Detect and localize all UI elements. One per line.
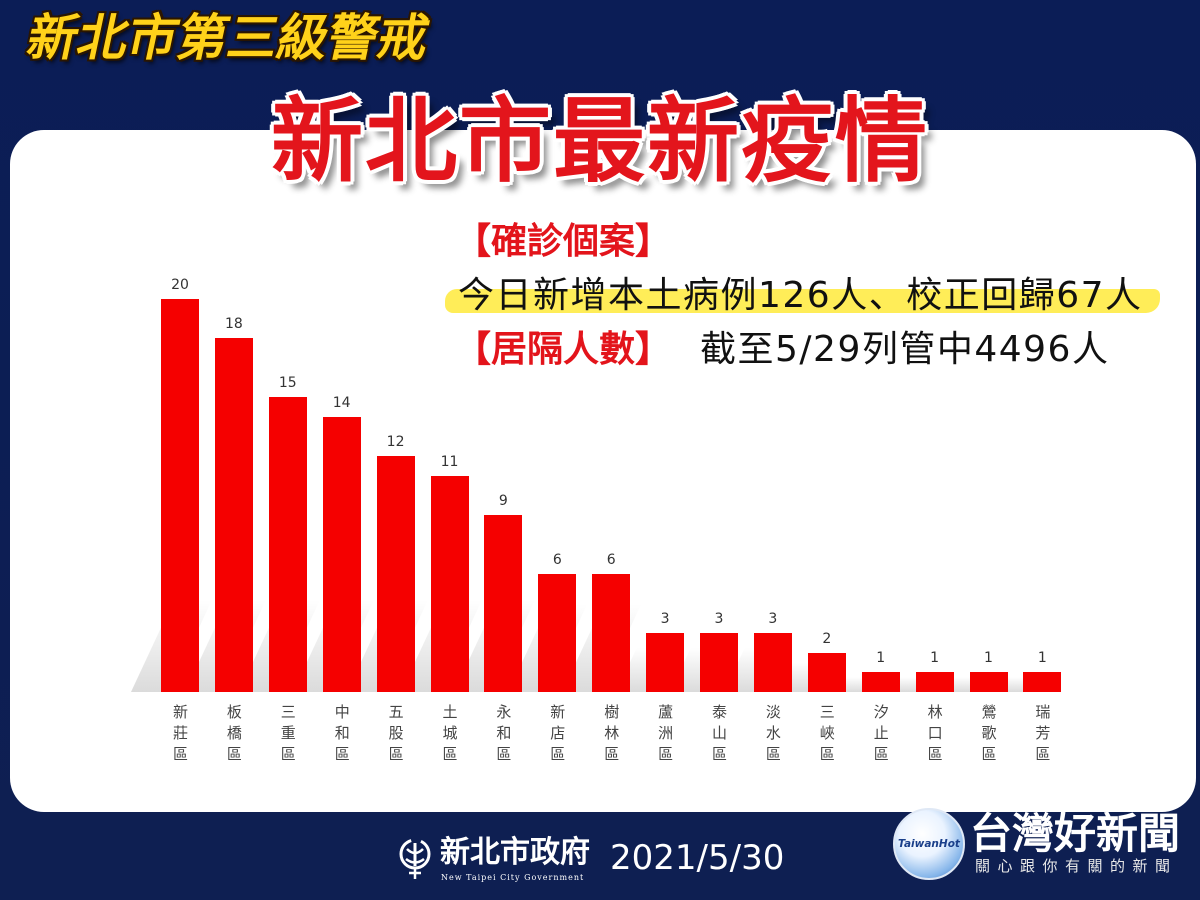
content-card <box>10 130 1196 812</box>
category-label-15: 林口區 <box>925 704 944 767</box>
bar-value-label-2: 18 <box>224 316 243 333</box>
bar-value-label-8: 6 <box>552 552 562 569</box>
bar-17 <box>1023 672 1062 692</box>
bar-11 <box>700 633 738 692</box>
confirmed-cases-text: 今日新增本土病例126人、校正回歸67人 <box>458 275 1143 316</box>
bar-value-label-12: 3 <box>768 611 778 628</box>
bar-1 <box>161 299 199 692</box>
bar-value-label-10: 3 <box>660 611 670 628</box>
category-label-9: 樹林區 <box>602 704 621 767</box>
bar-value-label-1: 20 <box>171 277 189 293</box>
watermark-logo-text: TaiwanHot <box>898 838 960 850</box>
bar-16 <box>969 672 1008 692</box>
watermark-brand: 台灣好新聞 <box>970 809 1181 858</box>
category-label-10: 蘆洲區 <box>656 704 675 767</box>
bar-value-label-5: 12 <box>386 434 405 451</box>
publish-date: 2021/5/30 <box>610 838 785 878</box>
bar-13 <box>807 652 846 692</box>
org-name-english: New Taipei City Government <box>441 873 585 882</box>
bar-4 <box>322 416 361 692</box>
bar-value-label-16: 1 <box>984 650 993 667</box>
bar-5 <box>376 456 415 692</box>
bar-value-label-4: 14 <box>332 394 351 411</box>
category-label-1: 新莊區 <box>171 704 189 767</box>
category-label-16: 鶯歌區 <box>979 704 998 767</box>
category-label-7: 永和區 <box>494 704 513 767</box>
bar-3 <box>268 397 307 692</box>
highlight-stroke <box>445 289 1160 313</box>
bar-2 <box>214 338 253 692</box>
category-label-8: 新店區 <box>548 704 567 767</box>
watermark-slogan: 關心跟你有關的新聞 <box>975 857 1178 875</box>
category-label-3: 三重區 <box>278 704 297 767</box>
bar-14 <box>861 672 900 692</box>
alert-level-title: 新北市第三級警戒 <box>22 9 435 67</box>
taiwanhot-globe-icon: TaiwanHot <box>893 808 965 880</box>
confirmed-cases-label: 【確診個案】 <box>455 221 672 262</box>
quarantine-text: 截至5/29列管中4496人 <box>700 329 1110 370</box>
category-label-5: 五股區 <box>386 704 405 767</box>
category-label-12: 淡水區 <box>763 704 782 767</box>
bar-12 <box>753 633 792 692</box>
quarantine-label: 【居隔人數】 <box>455 329 672 370</box>
bar-9 <box>592 574 631 692</box>
category-label-4: 中和區 <box>332 704 351 767</box>
bar-value-label-9: 6 <box>606 552 616 569</box>
bar-value-label-11: 3 <box>714 611 724 628</box>
new-taipei-emblem-icon <box>399 838 431 879</box>
bar-value-label-15: 1 <box>930 650 940 667</box>
main-title: 新北市最新疫情 <box>270 88 929 195</box>
bar-7 <box>484 515 523 692</box>
category-label-11: 泰山區 <box>710 704 728 767</box>
category-label-14: 汐止區 <box>871 704 890 767</box>
category-label-13: 三峽區 <box>817 704 836 767</box>
bar-value-label-14: 1 <box>876 650 886 667</box>
category-label-6: 土城區 <box>440 704 459 767</box>
bar-value-label-7: 9 <box>498 493 508 510</box>
bar-value-label-3: 15 <box>278 375 297 392</box>
bar-chart: 20 新莊區 18 板橋區 15 三重區 14 中和區 12 五股區 11 土城區 9 永和區 6 新店區 6 樹… <box>131 270 1080 780</box>
bar-value-label-17: 1 <box>1037 650 1047 667</box>
category-label-17: 瑞芳區 <box>1033 704 1052 767</box>
bar-6 <box>430 475 469 692</box>
bar-10 <box>646 633 685 692</box>
bar-value-label-6: 11 <box>440 453 459 470</box>
bar-15 <box>915 672 954 692</box>
org-name: 新北市政府 <box>440 835 590 870</box>
bar-value-label-13: 2 <box>822 630 832 647</box>
category-label-2: 板橋區 <box>224 704 243 767</box>
bar-8 <box>538 574 577 692</box>
